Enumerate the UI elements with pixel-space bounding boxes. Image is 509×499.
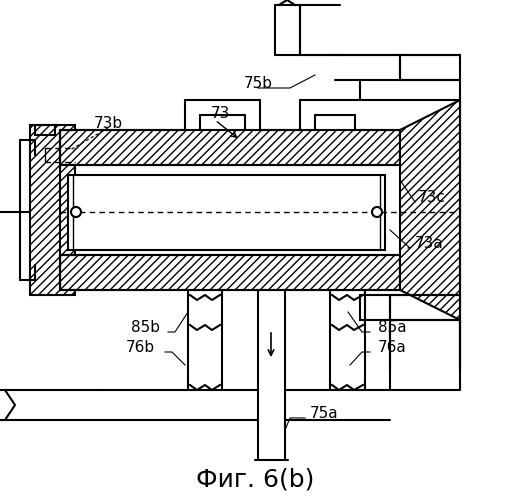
Text: 75a: 75a xyxy=(309,406,338,421)
Text: 76b: 76b xyxy=(126,340,155,355)
Circle shape xyxy=(371,207,381,217)
Polygon shape xyxy=(60,130,399,165)
Polygon shape xyxy=(68,175,384,250)
Text: 73: 73 xyxy=(210,106,229,121)
Text: 76a: 76a xyxy=(377,340,406,355)
Polygon shape xyxy=(30,125,75,295)
Text: 73a: 73a xyxy=(414,236,443,251)
Circle shape xyxy=(71,207,81,217)
Text: 75b: 75b xyxy=(243,76,272,91)
Polygon shape xyxy=(60,255,399,290)
Text: Фиг. 6(b): Фиг. 6(b) xyxy=(195,468,314,492)
Text: 85a: 85a xyxy=(377,320,406,335)
Text: 73c: 73c xyxy=(417,190,445,205)
Text: 85b: 85b xyxy=(131,320,160,335)
Polygon shape xyxy=(399,100,459,320)
Text: 73b: 73b xyxy=(93,116,122,131)
